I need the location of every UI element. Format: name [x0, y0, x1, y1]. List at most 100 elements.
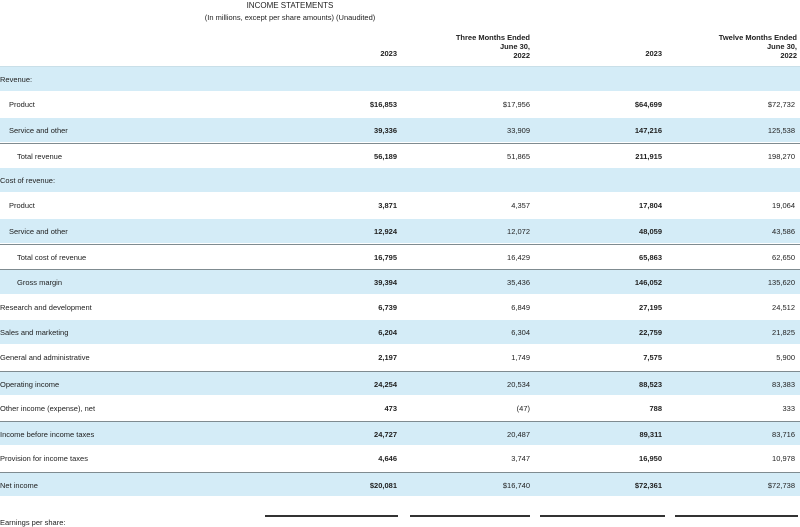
- row-value: 125,538: [767, 125, 795, 135]
- bottom-rule-3: [540, 515, 665, 517]
- row-value: 12,072: [507, 226, 530, 236]
- row-value: $17,956: [502, 100, 530, 110]
- row-value: 33,909: [507, 125, 530, 135]
- row-value: 4,357: [511, 201, 530, 211]
- table-row: Operating income 24,254 20,534 88,523 83,383: [0, 370, 800, 396]
- row-label: Operating income: [0, 379, 60, 389]
- row-value: (47): [516, 403, 530, 413]
- bottom-rule-1: [265, 515, 398, 517]
- table-row: Sales and marketing 6,204 6,304 22,759 21,82…: [0, 319, 800, 346]
- row-value: $16,853: [369, 100, 397, 110]
- row-label: Gross margin: [17, 278, 63, 288]
- table-row: Net income $20,081 $16,740 $72,361 $72,738: [0, 471, 800, 498]
- row-value: 788: [649, 403, 662, 413]
- row-label: Total revenue: [17, 151, 63, 161]
- row-value: 65,863: [639, 253, 662, 263]
- row-label: Product: [9, 100, 35, 110]
- row-value: 135,620: [767, 278, 795, 288]
- row-label: Provision for income taxes: [0, 454, 88, 464]
- row-value: 51,865: [507, 151, 530, 161]
- header-three-months-line2: June 30,: [499, 42, 530, 51]
- header-year-2022-b: 2022: [780, 51, 797, 60]
- row-value: 6,849: [511, 302, 530, 312]
- row-value: 39,394: [374, 278, 397, 288]
- row-value: 333: [782, 403, 795, 413]
- row-value: 20,534: [507, 379, 530, 389]
- row-value: 22,759: [639, 327, 662, 337]
- table-row: Research and development 6,739 6,849 27,195…: [0, 294, 800, 320]
- row-label: Revenue:: [0, 75, 33, 84]
- row-label: Sales and marketing: [0, 327, 69, 337]
- row-value: 43,586: [772, 226, 795, 236]
- row-value: 5,900: [776, 353, 795, 363]
- row-value: 3,871: [378, 201, 397, 211]
- row-label: Product: [9, 201, 35, 211]
- row-value: 16,429: [507, 253, 530, 263]
- row-value: $64,699: [634, 100, 662, 110]
- row-value: 24,727: [374, 430, 397, 440]
- table-row: Total cost of revenue 16,795 16,429 65,863 6…: [0, 244, 800, 270]
- row-value: 21,825: [772, 327, 795, 337]
- header-twelve-months-line1: Twelve Months Ended: [718, 33, 797, 42]
- row-value: 198,270: [767, 151, 795, 161]
- row-value: 473: [384, 403, 397, 413]
- row-label: Total cost of revenue: [17, 253, 87, 263]
- header-three-months-line1: Three Months Ended: [455, 33, 530, 42]
- header-year-2023-a: 2023: [380, 49, 397, 58]
- statement-title: INCOME STATEMENTS: [246, 1, 334, 10]
- table-row: Gross margin 39,394 35,436 146,052 135,620: [0, 269, 800, 295]
- row-value: $72,732: [767, 100, 795, 110]
- row-value: 48,059: [639, 226, 662, 236]
- row-value: 1,749: [511, 353, 530, 363]
- row-value: 3,747: [511, 454, 530, 464]
- row-label: Service and other: [9, 125, 68, 135]
- row-label: Research and development: [0, 302, 92, 312]
- table-row: Product $16,853 $17,956 $64,699 $72,732: [0, 92, 800, 118]
- table-row: Provision for income taxes 4,646 3,747 16,9…: [0, 446, 800, 472]
- row-value: 147,216: [634, 125, 662, 135]
- table-row: Total revenue 56,189 51,865 211,915 198,270: [0, 142, 800, 169]
- row-value: 56,189: [374, 151, 397, 161]
- table-row: Income before income taxes 24,727 20,487 89…: [0, 421, 800, 447]
- table-row: Service and other 12,924 12,072 48,059 43,58…: [0, 218, 800, 245]
- footer-earnings-per-share: Earnings per share:: [0, 518, 66, 527]
- row-value: 24,512: [772, 302, 795, 312]
- income-table: Revenue: Product $16,853 $17,956 $64,699 $72,…: [0, 67, 800, 498]
- row-value: 7,575: [643, 353, 662, 363]
- row-value: 88,523: [639, 379, 662, 389]
- row-value: $20,081: [369, 480, 397, 490]
- table-row: Cost of revenue:: [0, 168, 800, 194]
- row-value: 35,436: [507, 278, 530, 288]
- row-value: 27,195: [639, 302, 662, 312]
- table-row: Revenue:: [0, 67, 800, 93]
- row-label: Income before income taxes: [0, 430, 95, 440]
- header-year-2022-a: 2022: [513, 51, 530, 60]
- bottom-rule-2: [410, 515, 530, 517]
- row-value: $72,738: [767, 480, 795, 490]
- row-value: 24,254: [374, 379, 397, 389]
- header-year-2023-b: 2023: [645, 49, 662, 58]
- table-row: General and administrative 2,197 1,749 7,57…: [0, 345, 800, 371]
- row-value: 6,304: [511, 327, 530, 337]
- header-three-months: Three Months Ended June 30, 2022: [456, 33, 530, 60]
- row-value: 6,204: [378, 327, 397, 337]
- row-label: Service and other: [9, 226, 68, 236]
- row-value: 83,383: [772, 379, 795, 389]
- row-value: 17,804: [639, 201, 662, 211]
- row-value: 211,915: [635, 151, 662, 161]
- row-value: 19,064: [772, 201, 795, 211]
- header-twelve-months-line2: June 30,: [766, 42, 797, 51]
- row-value: 16,795: [374, 253, 397, 263]
- row-value: $16,740: [502, 480, 530, 490]
- row-value: 10,978: [772, 454, 795, 464]
- row-value: 6,739: [378, 302, 397, 312]
- row-value: 20,487: [507, 430, 530, 440]
- table-row: Product 3,871 4,357 17,804 19,064: [0, 193, 800, 219]
- statement-subtitle: (In millions, except per share amounts) …: [204, 13, 376, 22]
- row-value: 16,950: [639, 454, 662, 464]
- row-label: General and administrative: [0, 353, 90, 363]
- bottom-rule-4: [675, 515, 798, 517]
- row-value: 39,336: [374, 125, 397, 135]
- table-row: Service and other 39,336 33,909 147,216 125,…: [0, 117, 800, 143]
- row-value: 12,924: [374, 226, 397, 236]
